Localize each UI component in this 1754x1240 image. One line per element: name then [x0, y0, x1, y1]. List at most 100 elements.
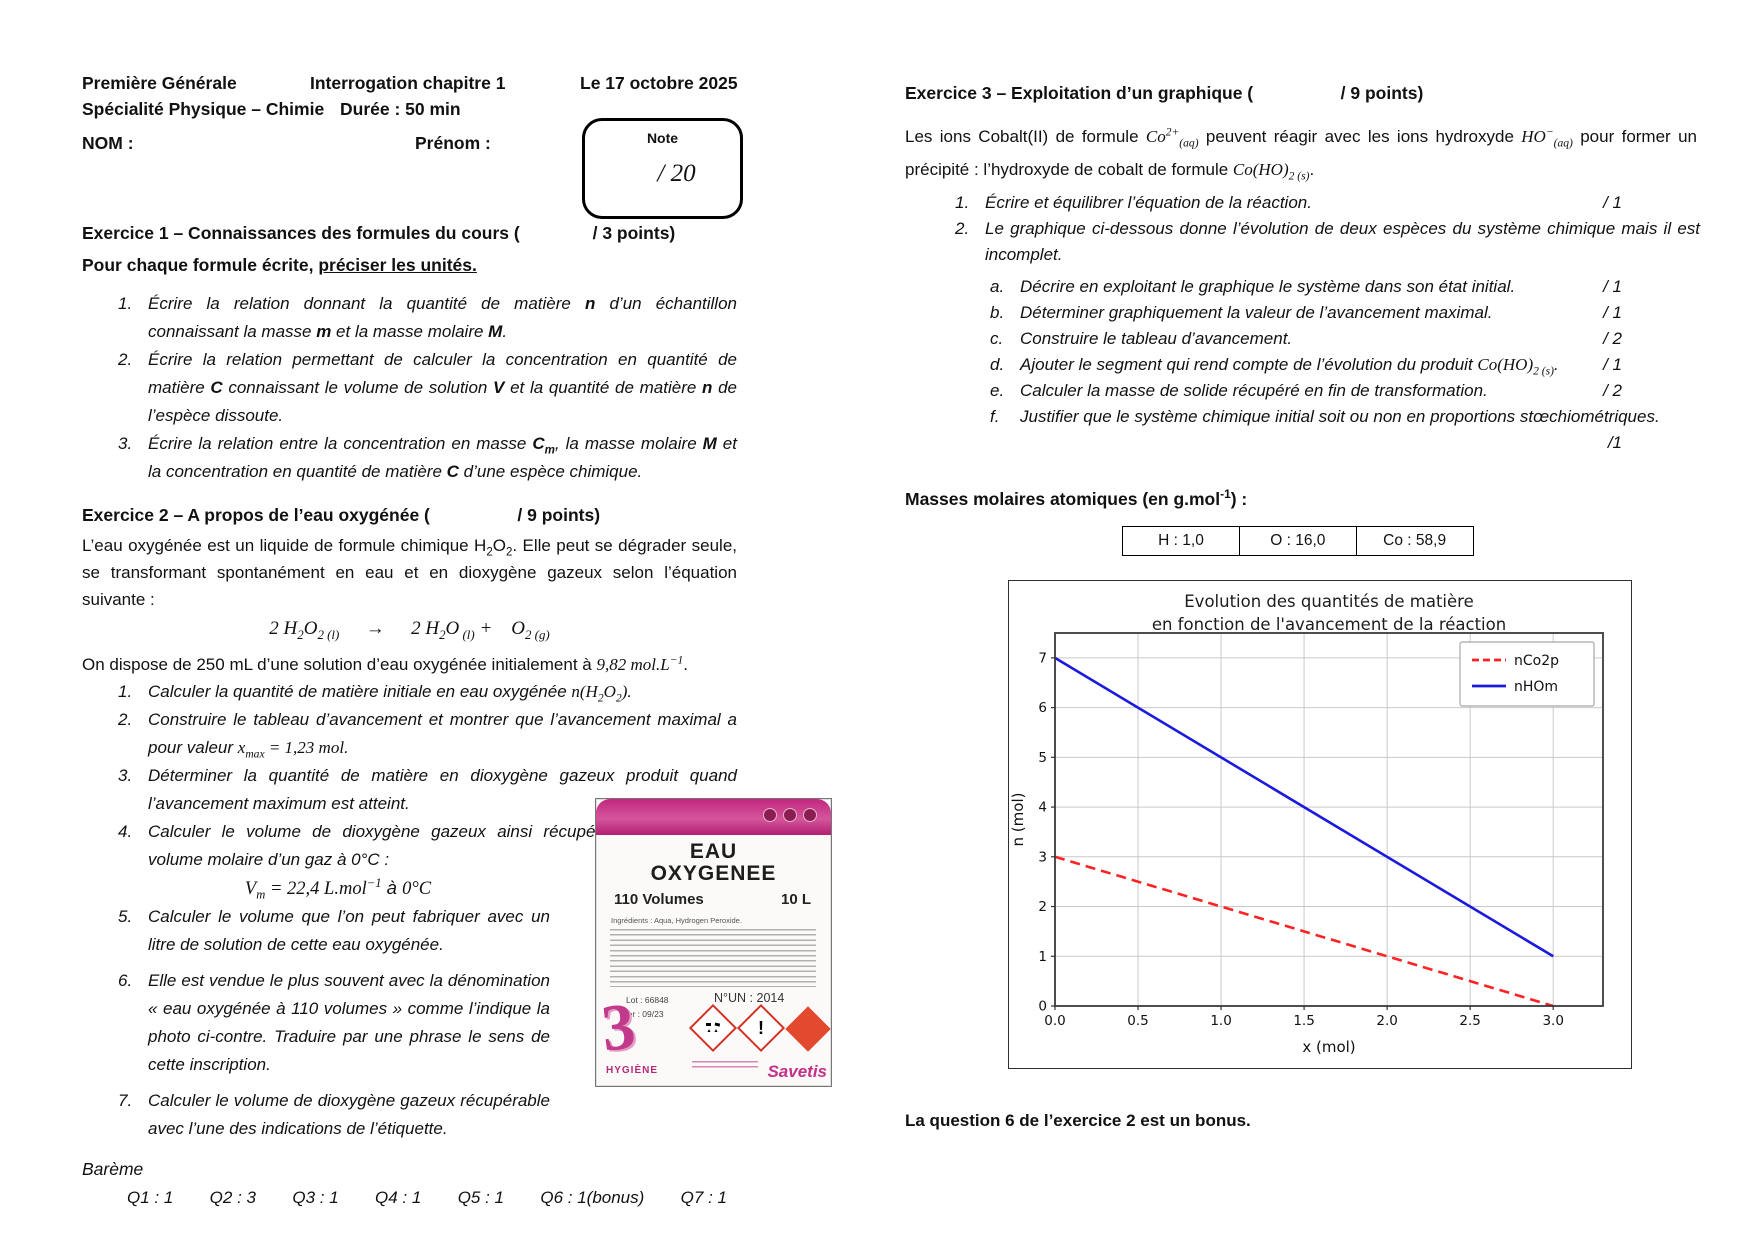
list-item: d. Ajouter le segment qui rend compte de…: [990, 352, 1700, 378]
left-column: Première Générale Interrogation chapitre…: [82, 70, 842, 1208]
label-volumes: 110 Volumes: [614, 891, 704, 908]
points-mark: / 1: [1603, 303, 1622, 322]
list-item: f. Justifier que le système chimique ini…: [990, 407, 1660, 426]
list-item: a. Décrire en exploitant le graphique le…: [990, 274, 1700, 300]
list-item: 7. Calculer le volume de dioxygène gazeux…: [118, 1091, 550, 1138]
bareme-q3: Q3 : 1: [292, 1188, 339, 1207]
speciality: Spécialité Physique – Chimie: [82, 99, 325, 119]
exercise2-title: Exercice 2 – A propos de l’eau oxygénée …: [82, 505, 601, 525]
svg-text:2.5: 2.5: [1459, 1013, 1480, 1029]
chart-xlabel: x (mol): [1302, 1038, 1355, 1056]
label-top-band: [596, 799, 831, 835]
svg-text:5: 5: [1038, 750, 1047, 766]
list-item: c. Construire le tableau d’avancement. /…: [990, 326, 1700, 352]
duration: Durée : 50 min: [340, 99, 461, 119]
header-row-1: Première Générale Interrogation chapitre…: [82, 70, 842, 96]
solution-statement: On dispose de 250 mL d’une solution d’ea…: [82, 653, 688, 674]
firstname-field-label: Prénom :: [415, 133, 491, 153]
bareme-q2: Q2 : 3: [209, 1188, 256, 1207]
points-mark: /1: [1607, 433, 1622, 452]
bareme-row: Q1 : 1 Q2 : 3 Q3 : 1 Q4 : 1 Q5 : 1 Q6 : …: [127, 1188, 727, 1208]
exercise3-intro: Les ions Cobalt(II) de formule Co2+(aq) …: [905, 125, 1697, 183]
corrosion-glyph-icon: [706, 1022, 721, 1032]
bareme-label: Barème: [82, 1159, 144, 1179]
exercise2-intro: L’eau oxygénée est un liquide de formule…: [82, 536, 737, 609]
exercise3-sublist: a. Décrire en exploitant le graphique le…: [990, 274, 1700, 430]
list-item: 2. Construire le tableau d’avancement et …: [118, 710, 737, 761]
molar-volume-formula: Vm = 22,4 L.mol−1 à 0°C: [244, 875, 432, 902]
cap-dot-icon: [783, 808, 797, 822]
exercise2-list: 1. Calculer la quantité de matière initia…: [118, 678, 737, 1143]
chart: Evolution des quantités de matière en fon…: [1009, 581, 1631, 1064]
svg-text:2: 2: [1038, 899, 1047, 915]
header-row-2: Spécialité Physique – Chimie Durée : 50 …: [82, 96, 842, 122]
svg-text:3.0: 3.0: [1542, 1013, 1563, 1029]
points-mark: / 2: [1603, 329, 1622, 348]
course-level: Première Générale: [82, 73, 237, 93]
list-item: 2. Écrire la relation permettant de calcu…: [118, 350, 738, 425]
cap-dot-icon: [803, 808, 817, 822]
svg-text:2.0: 2.0: [1376, 1013, 1397, 1029]
exercise3-list: 1. Écrire et équilibrer l’équation de la…: [955, 190, 1700, 268]
grade-box-score: / 20: [657, 160, 696, 187]
list-item: b. Déterminer graphiquement la valeur de…: [990, 300, 1700, 326]
label-per: Per : 09/23: [622, 1009, 664, 1019]
svg-text:nHOm: nHOm: [1514, 679, 1558, 695]
chemical-equation: 2 H2O2 (l) → 2 H2O (l) + O2 (g): [269, 618, 550, 642]
exercise3-title: Exercice 3 – Exploitation d’un graphique…: [905, 83, 1424, 103]
label-size: 10 L: [780, 891, 811, 908]
list-item: 6. Elle est vendue le plus souvent avec l…: [118, 971, 550, 1074]
exercise1-subtitle: Pour chaque formule écrite, préciser les…: [82, 255, 477, 275]
right-column: Exercice 3 – Exploitation d’un graphique…: [905, 70, 1700, 1131]
list-item: 4. Calculer le volume de dioxygène gazeu…: [118, 822, 737, 902]
product-label-photo: EAU OXYGENEE 110 Volumes 10 L Ingrédient…: [595, 798, 832, 1087]
list-item: 2. Le graphique ci-dessous donne l’évolu…: [955, 219, 1700, 264]
svg-text:6: 6: [1038, 700, 1047, 716]
svg-text:0.5: 0.5: [1127, 1013, 1148, 1029]
test-title: Interrogation chapitre 1: [310, 73, 506, 93]
grade-box-label: Note: [646, 130, 679, 146]
points-mark: / 1: [1603, 193, 1622, 212]
svg-text:4: 4: [1038, 800, 1047, 816]
name-field-label: NOM :: [82, 133, 134, 153]
bareme-q6: Q6 : 1(bonus): [540, 1188, 645, 1207]
svg-text:1.5: 1.5: [1293, 1013, 1314, 1029]
test-date: Le 17 octobre 2025: [580, 73, 738, 93]
bareme-q7: Q7 : 1: [680, 1188, 727, 1207]
solid-hazard-icon: [785, 1006, 831, 1052]
molar-masses-title: Masses molaires atomiques (en g.mol-1) :: [905, 487, 1248, 509]
exercise1-title: Exercice 1 – Connaissances des formules …: [82, 223, 676, 243]
molar-masses-table: H : 1,0 O : 16,0 Co : 58,9: [1122, 526, 1700, 556]
svg-text:7: 7: [1038, 650, 1047, 666]
chart-title: Evolution des quantités de matière: [1184, 592, 1474, 611]
points-mark: / 1: [1603, 277, 1622, 296]
table-cell: O : 16,0: [1238, 526, 1357, 556]
svg-text:0: 0: [1038, 999, 1047, 1015]
grade-box: Note / 20: [582, 118, 743, 219]
points-mark: / 2: [1603, 381, 1622, 400]
header-row-3: NOM : Prénom :: [82, 130, 842, 156]
plot-border: [1054, 632, 1604, 1007]
label-un-number: N°UN : 2014: [714, 991, 785, 1005]
svg-text:1: 1: [1038, 949, 1047, 965]
brand-hygiene-label: HYGIÈNE: [606, 1065, 659, 1076]
bareme-q5: Q5 : 1: [457, 1188, 504, 1207]
label-cap-dots: [763, 808, 817, 822]
cap-dot-icon: [763, 808, 777, 822]
list-item: 1. Écrire et équilibrer l’équation de la…: [955, 190, 1700, 216]
series-nCo2p: [1054, 855, 1554, 1008]
list-item: 1. Calculer la quantité de matière initia…: [118, 682, 633, 705]
series-nHOm: [1054, 656, 1554, 958]
table-cell: Co : 58,9: [1355, 526, 1474, 556]
label-address-lines: [692, 1061, 758, 1071]
chart-figure: Evolution des quantités de matière en fon…: [1008, 580, 1632, 1069]
bonus-note: La question 6 de l’exercice 2 est un bon…: [905, 1111, 1251, 1130]
points-mark: / 1: [1603, 355, 1622, 374]
label-lot: Lot : 66848: [626, 995, 669, 1005]
svg-text:3: 3: [1038, 849, 1047, 865]
svg-text:0.0: 0.0: [1044, 1013, 1065, 1029]
list-item: e. Calculer la masse de solide récupéré …: [990, 378, 1700, 404]
list-item: 1. Écrire la relation donnant la quantité…: [118, 294, 737, 341]
chart-ylabel: n (mol): [1009, 793, 1027, 847]
